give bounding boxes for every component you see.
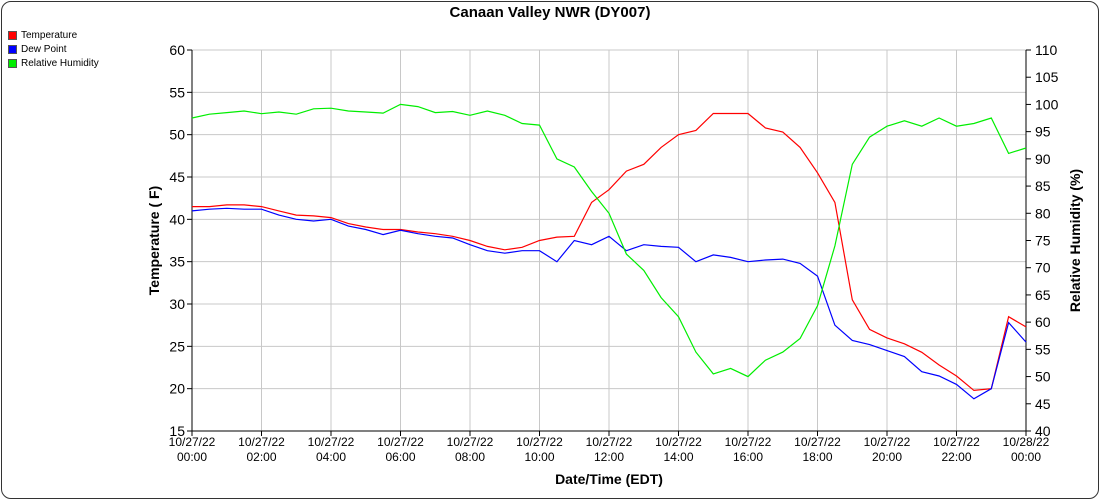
x-tick-label-date: 10/27/22	[655, 435, 702, 449]
y2-tick-label: 40	[1035, 423, 1051, 439]
legend-swatch	[8, 44, 17, 54]
series-line-relative-humidity	[191, 103, 1027, 378]
x-tick-label-date: 10/27/22	[725, 435, 772, 449]
y-tick-label: 25	[169, 338, 185, 354]
legend-item-temperature: Temperature	[8, 28, 99, 42]
x-tick-label-time: 22:00	[941, 450, 971, 464]
y-tick-label: 50	[169, 127, 185, 143]
x-tick-label-date: 10/27/22	[516, 435, 563, 449]
y-tick-label: 30	[169, 296, 185, 312]
legend-item-dew-point: Dew Point	[8, 42, 99, 56]
x-tick-label-date: 10/27/22	[794, 435, 841, 449]
y2-tick-label: 90	[1035, 151, 1051, 167]
x-tick-label-date: 10/27/22	[169, 435, 216, 449]
y2-tick-label: 110	[1035, 42, 1058, 58]
x-tick-label-date: 10/27/22	[377, 435, 424, 449]
y-tick-label: 20	[169, 381, 185, 397]
y2-tick-label: 50	[1035, 369, 1051, 385]
legend-label: Temperature	[21, 29, 78, 41]
y2-tick-label: 65	[1035, 287, 1051, 303]
x-tick-label-time: 16:00	[733, 450, 763, 464]
x-tick-label-date: 10/27/22	[238, 435, 285, 449]
x-tick-label-time: 02:00	[246, 450, 276, 464]
legend-item-relative-humidity: Relative Humidity	[8, 56, 99, 70]
x-tick-label-date: 10/27/22	[864, 435, 911, 449]
x-tick-label-time: 08:00	[455, 450, 485, 464]
legend: Temperature Dew Point Relative Humidity	[8, 28, 99, 70]
y-tick-label: 55	[169, 84, 185, 100]
y-tick-label: 15	[169, 423, 185, 439]
y2-axis-label: Relative Humidity (%)	[1067, 169, 1083, 312]
y2-tick-label: 95	[1035, 124, 1051, 140]
y2-tick-label: 75	[1035, 233, 1051, 249]
x-tick-label-time: 06:00	[385, 450, 415, 464]
y2-tick-label: 60	[1035, 314, 1051, 330]
y-axis-label: Temperature ( F)	[146, 186, 162, 295]
legend-label: Relative Humidity	[21, 57, 99, 69]
x-tick-label-time: 12:00	[594, 450, 624, 464]
y-tick-label: 35	[169, 254, 185, 270]
y2-tick-label: 105	[1035, 69, 1059, 85]
chart-title: Canaan Valley NWR (DY007)	[449, 4, 651, 21]
x-tick-label-date: 10/27/22	[447, 435, 494, 449]
y-tick-label: 40	[169, 211, 185, 227]
legend-swatch	[8, 58, 17, 68]
y2-tick-label: 70	[1035, 260, 1051, 276]
x-tick-label-date: 10/27/22	[933, 435, 980, 449]
legend-label: Dew Point	[21, 43, 67, 55]
y2-tick-label: 45	[1035, 396, 1051, 412]
x-tick-label-time: 20:00	[872, 450, 902, 464]
x-tick-label-time: 18:00	[802, 450, 832, 464]
legend-swatch	[8, 30, 17, 40]
y2-tick-label: 85	[1035, 178, 1051, 194]
series-line-temperature	[192, 112, 1027, 392]
y2-tick-label: 55	[1035, 341, 1051, 357]
y2-tick-label: 100	[1035, 96, 1059, 112]
y2-tick-label: 80	[1035, 205, 1051, 221]
x-tick-label-date: 10/27/22	[586, 435, 633, 449]
x-tick-label-date: 10/27/22	[308, 435, 355, 449]
x-axis-label: Date/Time (EDT)	[555, 471, 663, 487]
y-tick-label: 45	[169, 169, 185, 185]
x-tick-label-time: 00:00	[1011, 450, 1041, 464]
x-tick-label-time: 04:00	[316, 450, 346, 464]
x-tick-label-time: 14:00	[663, 450, 693, 464]
x-tick-label-time: 10:00	[524, 450, 554, 464]
series-line-dew-point	[191, 207, 1027, 400]
x-tick-label-date: 10/28/22	[1003, 435, 1050, 449]
y-tick-label: 60	[169, 42, 185, 58]
x-tick-label-time: 00:00	[177, 450, 207, 464]
